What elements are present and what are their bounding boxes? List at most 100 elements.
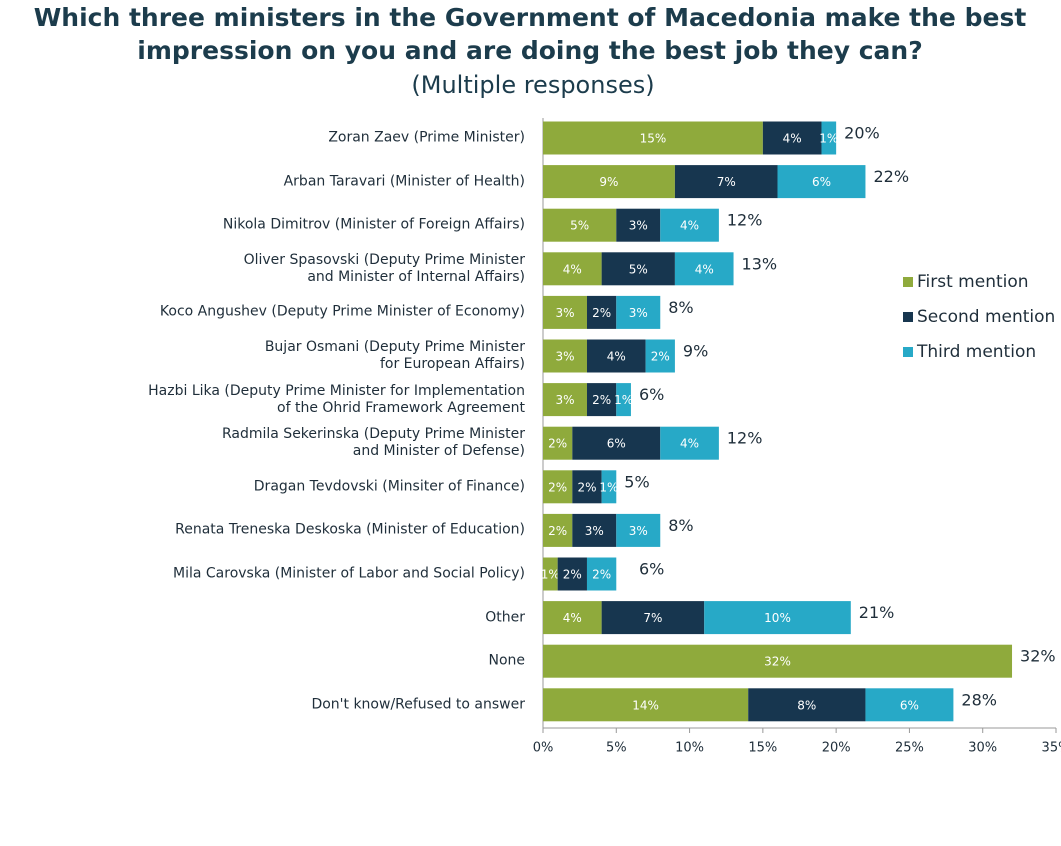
x-tick-label: 0% <box>533 741 554 756</box>
x-tick-label: 10% <box>675 741 704 756</box>
bar-segment <box>865 688 954 722</box>
value-label: 1% <box>599 480 618 494</box>
category-label: None <box>488 652 525 669</box>
bar-segment <box>543 426 573 460</box>
value-label: 2% <box>548 480 567 494</box>
bar-segment <box>586 383 617 417</box>
value-label: 4% <box>783 132 802 146</box>
value-label: 4% <box>680 437 699 451</box>
x-tick-label: 25% <box>895 741 924 756</box>
value-label: 2% <box>651 350 670 364</box>
value-label: 5% <box>570 219 589 233</box>
bar-segment <box>601 601 705 635</box>
legend-label: Second mention <box>917 307 1055 327</box>
value-label: 4% <box>607 350 626 364</box>
x-tick-label: 30% <box>968 741 997 756</box>
bar-segment <box>557 557 587 591</box>
value-label: 3% <box>585 524 604 538</box>
category-label: Arban Taravari (Minister of Health) <box>283 173 525 190</box>
value-label: 2% <box>563 568 582 582</box>
value-label: 4% <box>563 262 582 276</box>
bar-segment <box>543 644 1013 678</box>
bar-segment <box>543 688 749 722</box>
total-label: 21% <box>859 603 895 622</box>
bar-segment <box>674 252 734 286</box>
bar-segment <box>748 688 866 722</box>
legend-label: Third mention <box>916 342 1036 362</box>
legend-swatch <box>903 312 913 322</box>
value-label: 10% <box>764 611 791 625</box>
category-label: Don't know/Refused to answer <box>311 696 525 713</box>
bar-segment <box>616 208 661 242</box>
category-label: Oliver Spasovski (Deputy Prime Minister … <box>243 251 525 285</box>
value-label: 4% <box>695 262 714 276</box>
value-label: 3% <box>555 350 574 364</box>
bar-segment <box>704 601 851 635</box>
bar-segment <box>543 121 763 155</box>
category-label: Radmila Sekerinska (Deputy Prime Ministe… <box>221 426 525 460</box>
total-label: 8% <box>668 298 693 317</box>
value-label: 7% <box>643 611 662 625</box>
category-label: Zoran Zaev (Prime Minister) <box>328 129 525 146</box>
value-label: 6% <box>607 437 626 451</box>
bar-segment <box>601 252 675 286</box>
bar-segment <box>586 339 646 373</box>
value-label: 9% <box>599 175 618 189</box>
bar-segment <box>572 426 661 460</box>
x-tick-label: 35% <box>1042 741 1061 756</box>
bar-segment <box>660 426 719 460</box>
value-label: 6% <box>900 698 919 712</box>
category-label: Koco Angushev (Deputy Prime Minister of … <box>159 303 525 320</box>
value-label: 2% <box>592 393 611 407</box>
x-tick-label: 20% <box>822 741 851 756</box>
total-label: 8% <box>668 516 693 535</box>
bar-segment <box>777 165 866 199</box>
value-label: 6% <box>812 175 831 189</box>
value-label: 32% <box>764 655 791 669</box>
category-label: Other <box>485 609 525 626</box>
value-label: 5% <box>629 262 648 276</box>
category-label: Bujar Osmani (Deputy Prime Minister for … <box>264 339 525 372</box>
bar-segment <box>543 339 587 373</box>
total-label: 22% <box>873 167 909 186</box>
chart-title: impression on you and are doing the best… <box>137 36 922 65</box>
total-label: 6% <box>639 560 664 579</box>
bar-segment <box>543 557 558 591</box>
category-label: Nikola Dimitrov (Minister of Foreign Aff… <box>222 216 525 233</box>
value-label: 2% <box>548 524 567 538</box>
bar-segment <box>586 557 617 591</box>
legend-swatch <box>903 277 913 287</box>
bar-segment <box>821 121 837 155</box>
category-label: Hazbi Lika (Deputy Prime Minister for Im… <box>148 382 525 416</box>
bar-segment <box>616 383 631 417</box>
category-label: Renata Treneska Deskoska (Minister of Ed… <box>175 521 525 538</box>
value-label: 14% <box>632 698 659 712</box>
bar-segment <box>674 165 778 199</box>
bar-segment <box>543 513 573 547</box>
value-label: 2% <box>577 480 596 494</box>
bar-segment <box>601 470 617 504</box>
total-label: 32% <box>1020 647 1056 666</box>
chart-subtitle: (Multiple responses) <box>411 71 654 99</box>
value-label: 3% <box>629 306 648 320</box>
value-label: 2% <box>592 306 611 320</box>
total-label: 28% <box>961 690 997 709</box>
bar-segment <box>543 165 675 199</box>
x-tick-label: 15% <box>748 741 777 756</box>
x-tick-label: 5% <box>606 741 627 756</box>
total-label: 12% <box>727 429 763 448</box>
bar-segment <box>543 601 602 635</box>
legend-label: First mention <box>917 272 1029 292</box>
total-label: 6% <box>639 385 664 404</box>
value-label: 1% <box>819 132 838 146</box>
total-label: 12% <box>727 211 763 230</box>
total-label: 5% <box>624 472 649 491</box>
chart-title: Which three ministers in the Government … <box>34 3 1027 32</box>
value-label: 7% <box>717 175 736 189</box>
value-label: 1% <box>614 393 633 407</box>
bar-segment <box>616 295 661 329</box>
value-label: 4% <box>563 611 582 625</box>
value-label: 8% <box>797 698 816 712</box>
bar-segment <box>616 513 661 547</box>
